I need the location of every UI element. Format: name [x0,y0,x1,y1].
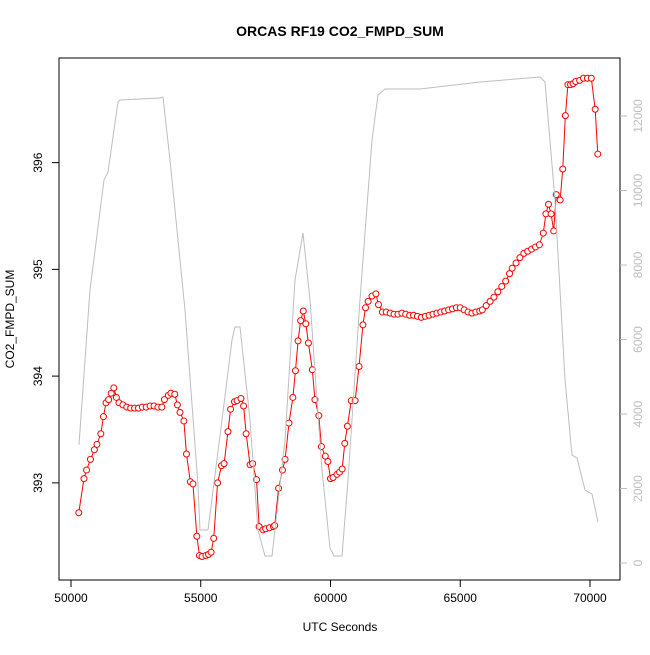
data-point [160,396,168,404]
data-point [99,413,107,421]
data-point [547,210,555,218]
y2-tick-label: 0 [631,559,645,566]
data-point [80,475,88,483]
data-point [93,440,101,448]
data-point [210,534,218,542]
data-point [591,105,599,113]
data-point [110,384,118,392]
data-point [97,430,105,438]
x-tick-label: 55000 [184,591,218,605]
data-point [83,466,91,474]
data-point [486,297,494,305]
y-tick-label: 395 [31,259,45,279]
data-point [502,277,510,285]
data-line [78,76,599,557]
data-point [364,297,372,305]
y2-tick-label: 6000 [631,326,645,353]
data-point [214,479,222,487]
data-point [289,393,297,401]
data-point [587,74,595,82]
data-point [281,455,289,463]
data-point [539,229,547,237]
data-point [86,455,94,463]
y2-tick-label: 12000 [631,99,645,133]
data-point [158,403,166,411]
data-point [224,428,232,436]
data-point [338,465,346,473]
data-point [317,443,325,451]
data-point [561,112,569,120]
data-point [182,450,190,458]
data-point [207,548,215,556]
data-point [171,390,179,398]
data-point [516,254,524,262]
data-point [237,395,245,403]
y-tick-label: 393 [31,473,45,493]
data-point [594,150,602,158]
x-tick-label: 65000 [444,591,478,605]
data-point [227,405,235,413]
data-point [556,196,564,204]
data-point [302,320,310,328]
data-point [275,484,283,492]
plot-frame [58,57,621,581]
y2-tick-label: 10000 [631,173,645,207]
data-point [75,509,83,517]
data-point [193,532,201,540]
y-tick-label: 396 [31,152,45,172]
data-point [559,165,567,173]
data-point [285,419,293,427]
data-point [544,200,552,208]
data-point [299,307,307,315]
data-point [278,466,286,474]
data-point [512,259,520,267]
data-point [372,290,380,298]
data-point [294,337,302,345]
data-point [253,476,261,484]
x-tick-label: 70000 [573,591,607,605]
data-point [291,367,299,375]
y-axis-label: CO2_FMPD_SUM [3,270,17,369]
y2-tick-label: 2000 [631,475,645,502]
data-point [490,293,498,301]
x-tick-label: 60000 [314,591,348,605]
data-point [375,301,383,309]
data-point [355,363,363,371]
y2-tick-label: 4000 [631,400,645,427]
data-point [105,396,113,404]
data-point [494,288,502,296]
y-tick-label: 394 [31,366,45,386]
data-point [173,401,181,409]
data-point [176,408,184,416]
data-point [240,402,248,410]
data-point [498,282,506,290]
data-point [478,306,486,314]
data-point [508,264,516,272]
data-point [220,460,228,468]
x-axis-label: UTC Seconds [303,620,378,634]
data-point [362,304,370,312]
data-point [315,412,323,420]
data-point [550,227,558,235]
data-point [343,422,351,430]
data-point [189,480,197,488]
y2-tick-label: 8000 [631,251,645,278]
data-point [297,317,305,325]
data-point [304,339,312,347]
data-point [359,321,367,329]
x-tick-label: 50000 [54,591,88,605]
data-point [180,417,188,425]
data-point [341,439,349,447]
chart-title: ORCAS RF19 CO2_FMPD_SUM [236,23,444,39]
data-point [482,302,490,310]
data-point [324,458,332,466]
data-point [242,430,250,438]
data-point [535,241,543,249]
